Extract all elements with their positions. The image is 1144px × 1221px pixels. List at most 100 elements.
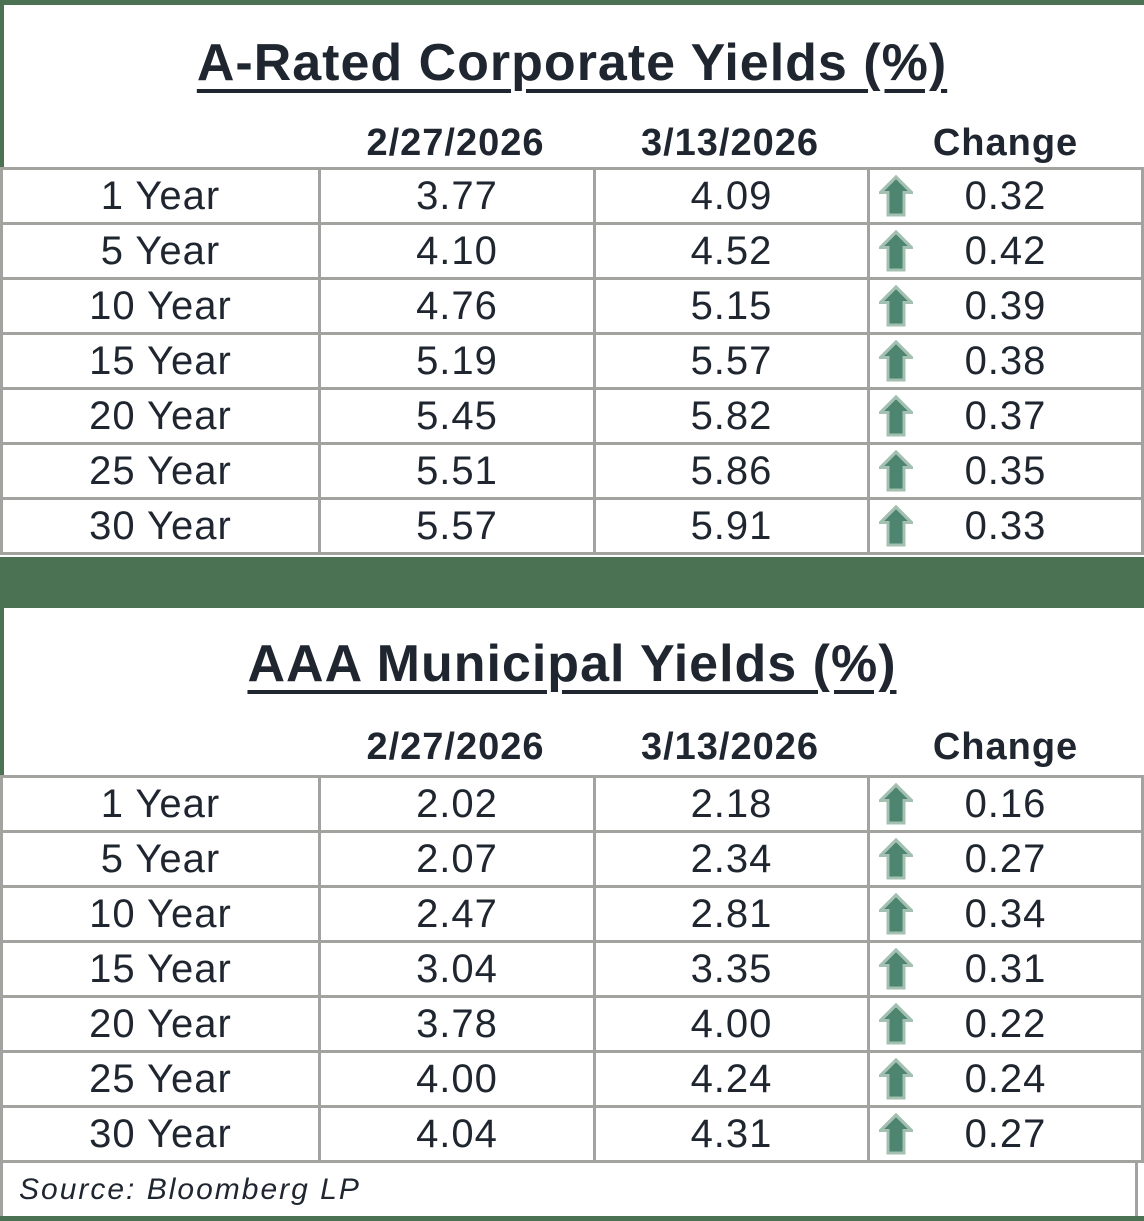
maturity-label: 15 Year — [0, 940, 321, 998]
change-cell: 0.35 — [867, 442, 1144, 500]
change-cell: 0.42 — [867, 222, 1144, 280]
column-header-curr-date: 3/13/2026 — [640, 122, 820, 164]
prev-yield-value: 3.77 — [318, 167, 596, 225]
up-arrow-icon — [879, 1112, 913, 1156]
change-value: 0.27 — [964, 1111, 1047, 1156]
curr-yield-value: 4.52 — [593, 222, 870, 280]
up-arrow-icon — [879, 1057, 913, 1101]
prev-yield-value: 4.00 — [318, 1050, 596, 1108]
table-row: 10 Year 2.47 2.81 0.34 — [0, 885, 1144, 943]
table-row: 20 Year 3.78 4.00 0.22 — [0, 995, 1144, 1053]
change-cell: 0.24 — [867, 1050, 1144, 1108]
curr-yield-value: 4.24 — [593, 1050, 870, 1108]
change-cell: 0.39 — [867, 277, 1144, 335]
up-arrow-icon — [879, 504, 913, 548]
maturity-label: 30 Year — [0, 497, 321, 555]
change-value: 0.16 — [964, 781, 1047, 826]
curr-yield-value: 4.00 — [593, 995, 870, 1053]
prev-yield-value: 2.02 — [318, 775, 596, 833]
table-row: 25 Year 5.51 5.86 0.35 — [0, 442, 1144, 500]
change-value: 0.38 — [964, 338, 1047, 383]
prev-yield-value: 4.76 — [318, 277, 596, 335]
curr-yield-value: 3.35 — [593, 940, 870, 998]
table-row: 30 Year 4.04 4.31 0.27 — [0, 1105, 1144, 1163]
table-row: 15 Year 3.04 3.35 0.31 — [0, 940, 1144, 998]
up-arrow-icon — [879, 947, 913, 991]
change-value: 0.24 — [964, 1056, 1047, 1101]
maturity-label: 25 Year — [0, 442, 321, 500]
curr-yield-value: 5.91 — [593, 497, 870, 555]
column-header-prev-date: 2/27/2026 — [366, 726, 545, 768]
up-arrow-icon — [879, 837, 913, 881]
prev-yield-value: 5.19 — [318, 332, 596, 390]
change-cell: 0.27 — [867, 830, 1144, 888]
corporate-yields-title: A-Rated Corporate Yields (%) — [196, 33, 948, 92]
up-arrow-icon — [879, 229, 913, 273]
corporate-yields-table: 1 Year 3.77 4.09 0.32 5 Year 4.10 4.52 0… — [0, 167, 1144, 555]
column-header-curr-date: 3/13/2026 — [640, 726, 820, 768]
curr-yield-value: 4.31 — [593, 1105, 870, 1163]
prev-yield-value: 4.10 — [318, 222, 596, 280]
change-cell: 0.32 — [867, 167, 1144, 225]
change-value: 0.37 — [964, 393, 1047, 438]
prev-yield-value: 2.07 — [318, 830, 596, 888]
prev-yield-value: 5.57 — [318, 497, 596, 555]
up-arrow-icon — [879, 782, 913, 826]
table-row: 25 Year 4.00 4.24 0.24 — [0, 1050, 1144, 1108]
municipal-yields-title-area: AAA Municipal Yields (%) — [0, 608, 1144, 720]
curr-yield-value: 5.15 — [593, 277, 870, 335]
table-row: 30 Year 5.57 5.91 0.33 — [0, 497, 1144, 555]
maturity-label: 25 Year — [0, 1050, 321, 1108]
section-divider-band — [0, 557, 1144, 608]
change-value: 0.32 — [964, 173, 1047, 218]
maturity-label: 15 Year — [0, 332, 321, 390]
bottom-divider-bar — [0, 1216, 1144, 1221]
curr-yield-value: 2.18 — [593, 775, 870, 833]
source-row: Source: Bloomberg LP — [0, 1163, 1138, 1216]
table-row: 1 Year 3.77 4.09 0.32 — [0, 167, 1144, 225]
change-value: 0.27 — [964, 836, 1047, 881]
maturity-label: 5 Year — [0, 222, 321, 280]
maturity-label: 10 Year — [0, 277, 321, 335]
corporate-yields-title-area: A-Rated Corporate Yields (%) — [0, 5, 1144, 120]
table-row: 1 Year 2.02 2.18 0.16 — [0, 775, 1144, 833]
curr-yield-value: 5.82 — [593, 387, 870, 445]
prev-yield-value: 2.47 — [318, 885, 596, 943]
change-cell: 0.34 — [867, 885, 1144, 943]
change-cell: 0.33 — [867, 497, 1144, 555]
corporate-yields-header-row: 2/27/2026 3/13/2026 Change — [0, 120, 1144, 167]
column-header-change: Change — [932, 726, 1079, 768]
municipal-yields-header-row: 2/27/2026 3/13/2026 Change — [0, 720, 1144, 775]
prev-yield-value: 3.04 — [318, 940, 596, 998]
up-arrow-icon — [879, 1002, 913, 1046]
curr-yield-value: 5.57 — [593, 332, 870, 390]
curr-yield-value: 2.81 — [593, 885, 870, 943]
up-arrow-icon — [879, 284, 913, 328]
change-value: 0.35 — [964, 448, 1047, 493]
table-row: 5 Year 2.07 2.34 0.27 — [0, 830, 1144, 888]
municipal-yields-table: 1 Year 2.02 2.18 0.16 5 Year 2.07 2.34 0… — [0, 775, 1144, 1163]
change-cell: 0.37 — [867, 387, 1144, 445]
maturity-label: 1 Year — [0, 167, 321, 225]
table-row: 20 Year 5.45 5.82 0.37 — [0, 387, 1144, 445]
maturity-label: 20 Year — [0, 387, 321, 445]
maturity-label: 5 Year — [0, 830, 321, 888]
up-arrow-icon — [879, 174, 913, 218]
table-row: 10 Year 4.76 5.15 0.39 — [0, 277, 1144, 335]
change-cell: 0.38 — [867, 332, 1144, 390]
change-cell: 0.22 — [867, 995, 1144, 1053]
up-arrow-icon — [879, 339, 913, 383]
left-border-segment — [0, 608, 4, 775]
prev-yield-value: 5.51 — [318, 442, 596, 500]
prev-yield-value: 4.04 — [318, 1105, 596, 1163]
up-arrow-icon — [879, 449, 913, 493]
change-cell: 0.16 — [867, 775, 1144, 833]
change-value: 0.39 — [964, 283, 1047, 328]
change-cell: 0.31 — [867, 940, 1144, 998]
municipal-yields-title: AAA Municipal Yields (%) — [247, 635, 897, 693]
change-value: 0.33 — [964, 503, 1047, 548]
change-value: 0.31 — [964, 946, 1047, 991]
source-note: Source: Bloomberg LP — [19, 1172, 361, 1206]
column-header-prev-date: 2/27/2026 — [366, 122, 545, 164]
